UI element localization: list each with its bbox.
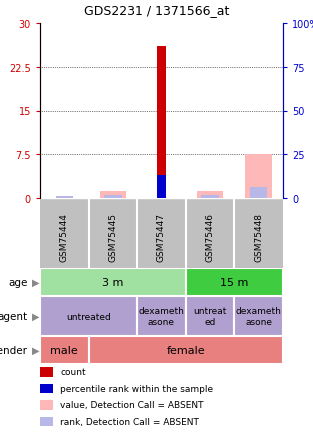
Bar [137,296,186,336]
Bar [40,336,89,364]
Text: percentile rank within the sample: percentile rank within the sample [60,384,213,393]
Text: ▶: ▶ [32,277,39,287]
Text: dexameth
asone: dexameth asone [236,306,282,326]
Text: GSM75447: GSM75447 [157,213,166,261]
Text: GDS2231 / 1371566_at: GDS2231 / 1371566_at [84,4,229,17]
Text: ▶: ▶ [32,311,39,321]
Bar [186,268,283,296]
Bar [234,296,283,336]
Bar [104,195,121,198]
Bar [100,191,126,198]
Bar [201,195,219,198]
Text: untreated: untreated [66,312,111,321]
Bar [250,187,267,198]
Text: value, Detection Call = ABSENT: value, Detection Call = ABSENT [60,401,204,409]
Text: GSM75446: GSM75446 [206,213,215,261]
Bar [157,47,166,198]
Bar [157,176,166,198]
Text: dexameth
asone: dexameth asone [139,306,184,326]
Bar [89,336,283,364]
Text: untreat
ed: untreat ed [193,306,227,326]
Text: ▶: ▶ [32,345,39,355]
Text: GSM75444: GSM75444 [60,213,69,261]
Text: male: male [50,345,78,355]
Text: gender: gender [0,345,28,355]
Text: female: female [167,345,205,355]
Text: GSM75445: GSM75445 [108,213,117,261]
Text: GSM75448: GSM75448 [254,213,263,261]
Bar [197,191,223,198]
Bar [40,296,137,336]
Text: 3 m: 3 m [102,277,124,287]
Text: rank, Detection Call = ABSENT: rank, Detection Call = ABSENT [60,417,199,426]
Bar [40,268,186,296]
Bar [56,197,73,198]
Text: agent: agent [0,311,28,321]
Bar [245,155,272,198]
Text: age: age [8,277,28,287]
Text: 15 m: 15 m [220,277,249,287]
Text: count: count [60,368,86,376]
Bar [186,296,234,336]
